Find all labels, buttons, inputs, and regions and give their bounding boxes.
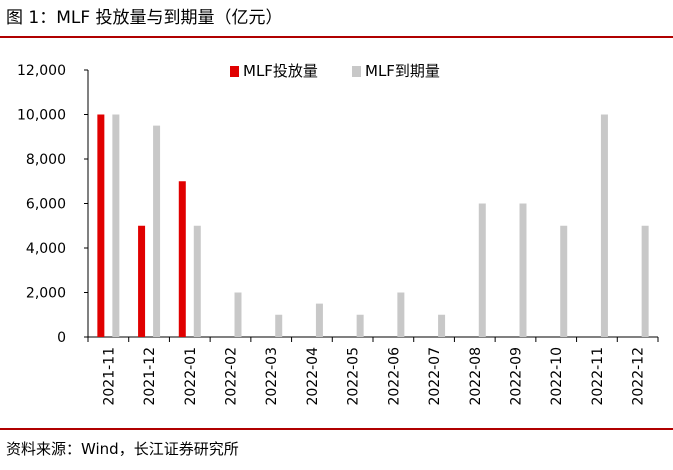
x-tick-label: 2022-06 xyxy=(386,347,402,406)
x-tick-label: 2022-02 xyxy=(224,347,240,406)
bar-maturity xyxy=(193,225,201,337)
chart-axes: 0 2,000 4,000 6,000 8,000 10,000 12,000 2021-11… xyxy=(17,63,659,406)
y-tick-label: 10,000 xyxy=(17,108,66,124)
y-tick-label: 0 xyxy=(57,330,66,346)
mlf-bar-chart: 0 2,000 4,000 6,000 8,000 10,000 12,000 2021-11… xyxy=(17,62,659,406)
x-tick-label: 2022-07 xyxy=(427,347,443,406)
legend-label: MLF投放量 xyxy=(243,62,318,80)
x-tick-label: 2022-10 xyxy=(549,347,565,406)
chart-legend: MLF投放量 MLF到期量 xyxy=(230,62,440,80)
source-note: 资料来源：Wind，长江证券研究所 xyxy=(6,440,239,458)
bar-maturity xyxy=(519,203,527,337)
bar-maturity xyxy=(397,292,405,337)
legend-swatch xyxy=(230,66,239,77)
x-tick-label: 2022-12 xyxy=(631,347,647,406)
legend-swatch xyxy=(352,66,361,77)
bar-maturity xyxy=(275,314,283,337)
x-tick-label: 2022-03 xyxy=(264,347,280,406)
x-tick-label: 2022-09 xyxy=(509,347,525,406)
figure-title: 图 1：MLF 投放量与到期量（亿元） xyxy=(6,8,283,28)
bar-maturity xyxy=(600,114,608,337)
x-tick-label: 2022-04 xyxy=(305,347,321,406)
x-tick-label: 2022-01 xyxy=(183,347,199,406)
title-rule xyxy=(0,36,673,38)
y-tick-label: 4,000 xyxy=(26,241,66,257)
y-tick-label: 6,000 xyxy=(26,197,66,213)
legend-label: MLF到期量 xyxy=(365,62,440,80)
x-tick-label: 2022-08 xyxy=(468,347,484,406)
chart-bars xyxy=(97,114,649,337)
x-tick-label: 2021-12 xyxy=(142,347,158,406)
x-tick-label: 2021-11 xyxy=(101,347,117,406)
bar-maturity xyxy=(438,314,446,337)
source-rule xyxy=(0,428,673,430)
bar-maturity xyxy=(315,303,323,337)
bar-injection xyxy=(138,225,146,337)
bar-maturity xyxy=(641,225,649,337)
y-tick-label: 8,000 xyxy=(26,152,66,168)
bar-maturity xyxy=(560,225,568,337)
bar-maturity xyxy=(112,114,120,337)
x-tick-label: 2022-05 xyxy=(346,347,362,406)
bar-maturity xyxy=(153,125,161,337)
y-tick-label: 2,000 xyxy=(26,286,66,302)
bar-injection xyxy=(97,114,105,337)
y-tick-label: 12,000 xyxy=(17,63,66,79)
x-tick-label: 2022-11 xyxy=(590,347,606,406)
bar-injection xyxy=(178,181,186,337)
bar-maturity xyxy=(356,314,364,337)
bar-maturity xyxy=(234,292,242,337)
bar-maturity xyxy=(478,203,486,337)
